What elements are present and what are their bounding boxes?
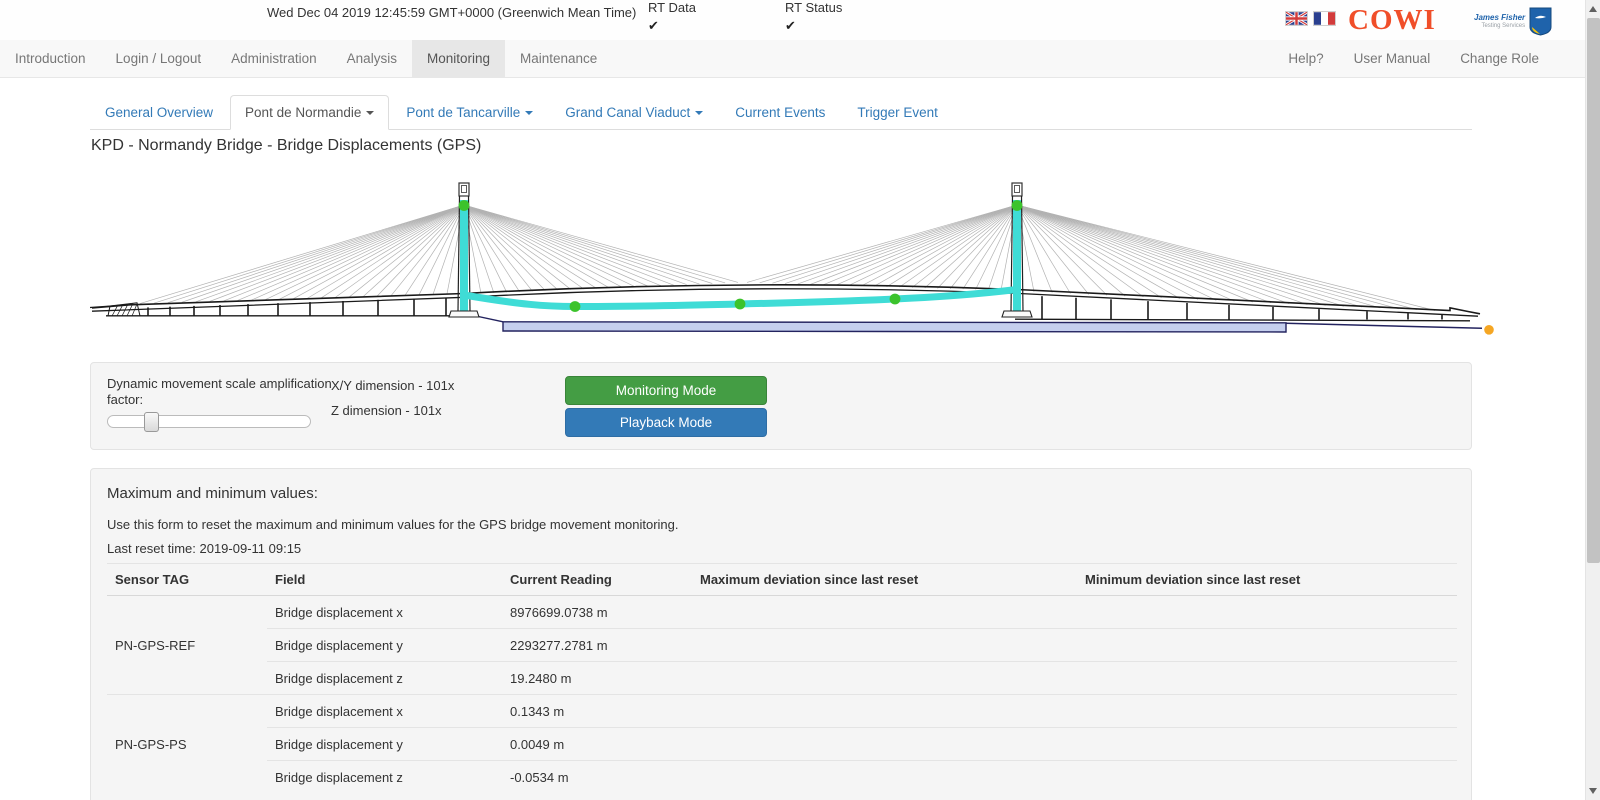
nav-item-change-role[interactable]: Change Role <box>1460 51 1539 66</box>
last-reset-time: Last reset time: 2019-09-11 09:15 <box>107 541 302 556</box>
current-datetime: Wed Dec 04 2019 12:45:59 GMT+0000 (Green… <box>267 5 637 20</box>
bridge-svg <box>89 182 1494 335</box>
piers <box>147 296 1443 320</box>
col-header-sensor-tag: Sensor TAG <box>107 563 267 596</box>
page-title: KPD - Normandy Bridge - Bridge Displacem… <box>91 137 482 154</box>
gps-sensor-dot <box>734 298 746 310</box>
table-row: Bridge displacement z 19.2480 m <box>107 661 1457 695</box>
rt-status-status: RT Status ✔ <box>785 0 842 34</box>
rt-data-status: RT Data ✔ <box>648 0 696 34</box>
rt-status-check-icon: ✔ <box>785 18 796 33</box>
topbar: Wed Dec 04 2019 12:45:59 GMT+0000 (Green… <box>0 0 1600 40</box>
col-header-field: Field <box>267 563 502 596</box>
jf-shield-icon <box>1529 7 1552 36</box>
maxmin-description: Use this form to reset the maximum and m… <box>107 517 679 532</box>
tab-pont-de-tancarville[interactable]: Pont de Tancarville <box>391 95 548 130</box>
cable-fans <box>139 204 1436 311</box>
slider-handle[interactable] <box>144 412 160 432</box>
col-header-max-deviation: Maximum deviation since last reset <box>692 563 1077 596</box>
nav-item-analysis[interactable]: Analysis <box>346 51 397 66</box>
nav-item-administration[interactable]: Administration <box>231 51 317 66</box>
col-header-current-reading: Current Reading <box>502 563 692 596</box>
jf-logo-name: James Fisher <box>1474 12 1526 22</box>
nav-item-maintenance[interactable]: Maintenance <box>519 51 598 66</box>
nav-item-introduction[interactable]: Introduction <box>15 51 86 66</box>
uk-flag-icon[interactable] <box>1285 11 1308 26</box>
amplification-slider[interactable] <box>107 412 311 432</box>
jf-logo-tagline: Testing Services <box>1481 22 1526 29</box>
scrollbar-thumb[interactable] <box>1587 18 1600 563</box>
tab-pont-de-normandie[interactable]: Pont de Normandie <box>230 95 390 130</box>
table-row: Bridge displacement y 0.0049 m <box>107 727 1457 761</box>
reference-sensor-dot <box>1484 325 1494 335</box>
maxmin-heading: Maximum and minimum values: <box>107 485 318 502</box>
tab-grand-canal-viaduct[interactable]: Grand Canal Viaduct <box>550 95 718 130</box>
table-row: Bridge displacement y 2293277.2781 m <box>107 628 1457 662</box>
rt-status-label: RT Status <box>785 0 843 15</box>
deck-shape-edge <box>1285 322 1483 330</box>
z-dimension-label: Z dimension - 101x <box>331 403 442 418</box>
nav-item-monitoring[interactable]: Monitoring <box>411 40 505 78</box>
table-row: Bridge displacement z -0.0534 m <box>107 760 1457 793</box>
nav-item-user-manual[interactable]: User Manual <box>1353 51 1431 66</box>
amplification-label: Dynamic movement scale amplification fac… <box>107 376 332 408</box>
rt-data-check-icon: ✔ <box>648 18 659 33</box>
controls-panel: Dynamic movement scale amplification fac… <box>90 362 1472 450</box>
right-lower-chord <box>1014 318 1471 322</box>
bridge-diagram <box>89 176 1500 346</box>
gps-sensor-dot <box>889 293 901 305</box>
scroll-up-icon[interactable] <box>1589 6 1597 12</box>
table-row: PN-GPS-PS Bridge displacement x 0.1343 m <box>107 694 1457 793</box>
col-header-min-deviation: Minimum deviation since last reset <box>1077 563 1457 596</box>
bridge-tabs: General Overview Pont de Normandie Pont … <box>90 95 1472 130</box>
cowi-logo: COWI <box>1348 4 1436 36</box>
caret-down-icon <box>695 111 704 116</box>
language-switcher <box>1285 11 1336 26</box>
playback-mode-button[interactable]: Playback Mode <box>565 408 767 437</box>
left-tower <box>448 182 480 318</box>
nav-item-help[interactable]: Help? <box>1288 51 1324 66</box>
scroll-down-icon[interactable] <box>1589 788 1597 794</box>
fr-flag-icon[interactable] <box>1313 11 1336 26</box>
sensor-tag-cell: PN-GPS-REF <box>115 637 196 653</box>
tab-trigger-event[interactable]: Trigger Event <box>857 105 938 120</box>
gps-sensor-dot <box>1011 200 1023 211</box>
tab-general-overview[interactable]: General Overview <box>105 105 214 120</box>
displaced-deck-shape <box>502 321 1287 333</box>
xy-dimension-label: X/Y dimension - 101x <box>331 378 455 393</box>
deck-bottom <box>91 288 1479 317</box>
monitoring-mode-button[interactable]: Monitoring Mode <box>565 376 767 405</box>
vertical-scrollbar[interactable] <box>1585 0 1600 800</box>
caret-down-icon <box>525 111 534 116</box>
gps-sensor-dot <box>569 301 581 312</box>
maxmin-table: Sensor TAG Field Current Reading Maximum… <box>107 563 1457 793</box>
tab-current-events[interactable]: Current Events <box>735 105 826 120</box>
gps-sensor-dot <box>458 200 470 211</box>
nav-item-login-logout[interactable]: Login / Logout <box>115 51 202 66</box>
james-fisher-logo: James Fisher Testing Services <box>1474 7 1552 36</box>
table-row: PN-GPS-REF Bridge displacement x 8976699… <box>107 596 1457 653</box>
main-navbar: Introduction Login / Logout Administrati… <box>0 40 1600 78</box>
sensor-tag-cell: PN-GPS-PS <box>107 694 267 793</box>
caret-down-icon <box>366 111 375 116</box>
rt-data-label: RT Data <box>648 0 696 15</box>
maxmin-panel: Maximum and minimum values: Use this for… <box>90 468 1472 800</box>
